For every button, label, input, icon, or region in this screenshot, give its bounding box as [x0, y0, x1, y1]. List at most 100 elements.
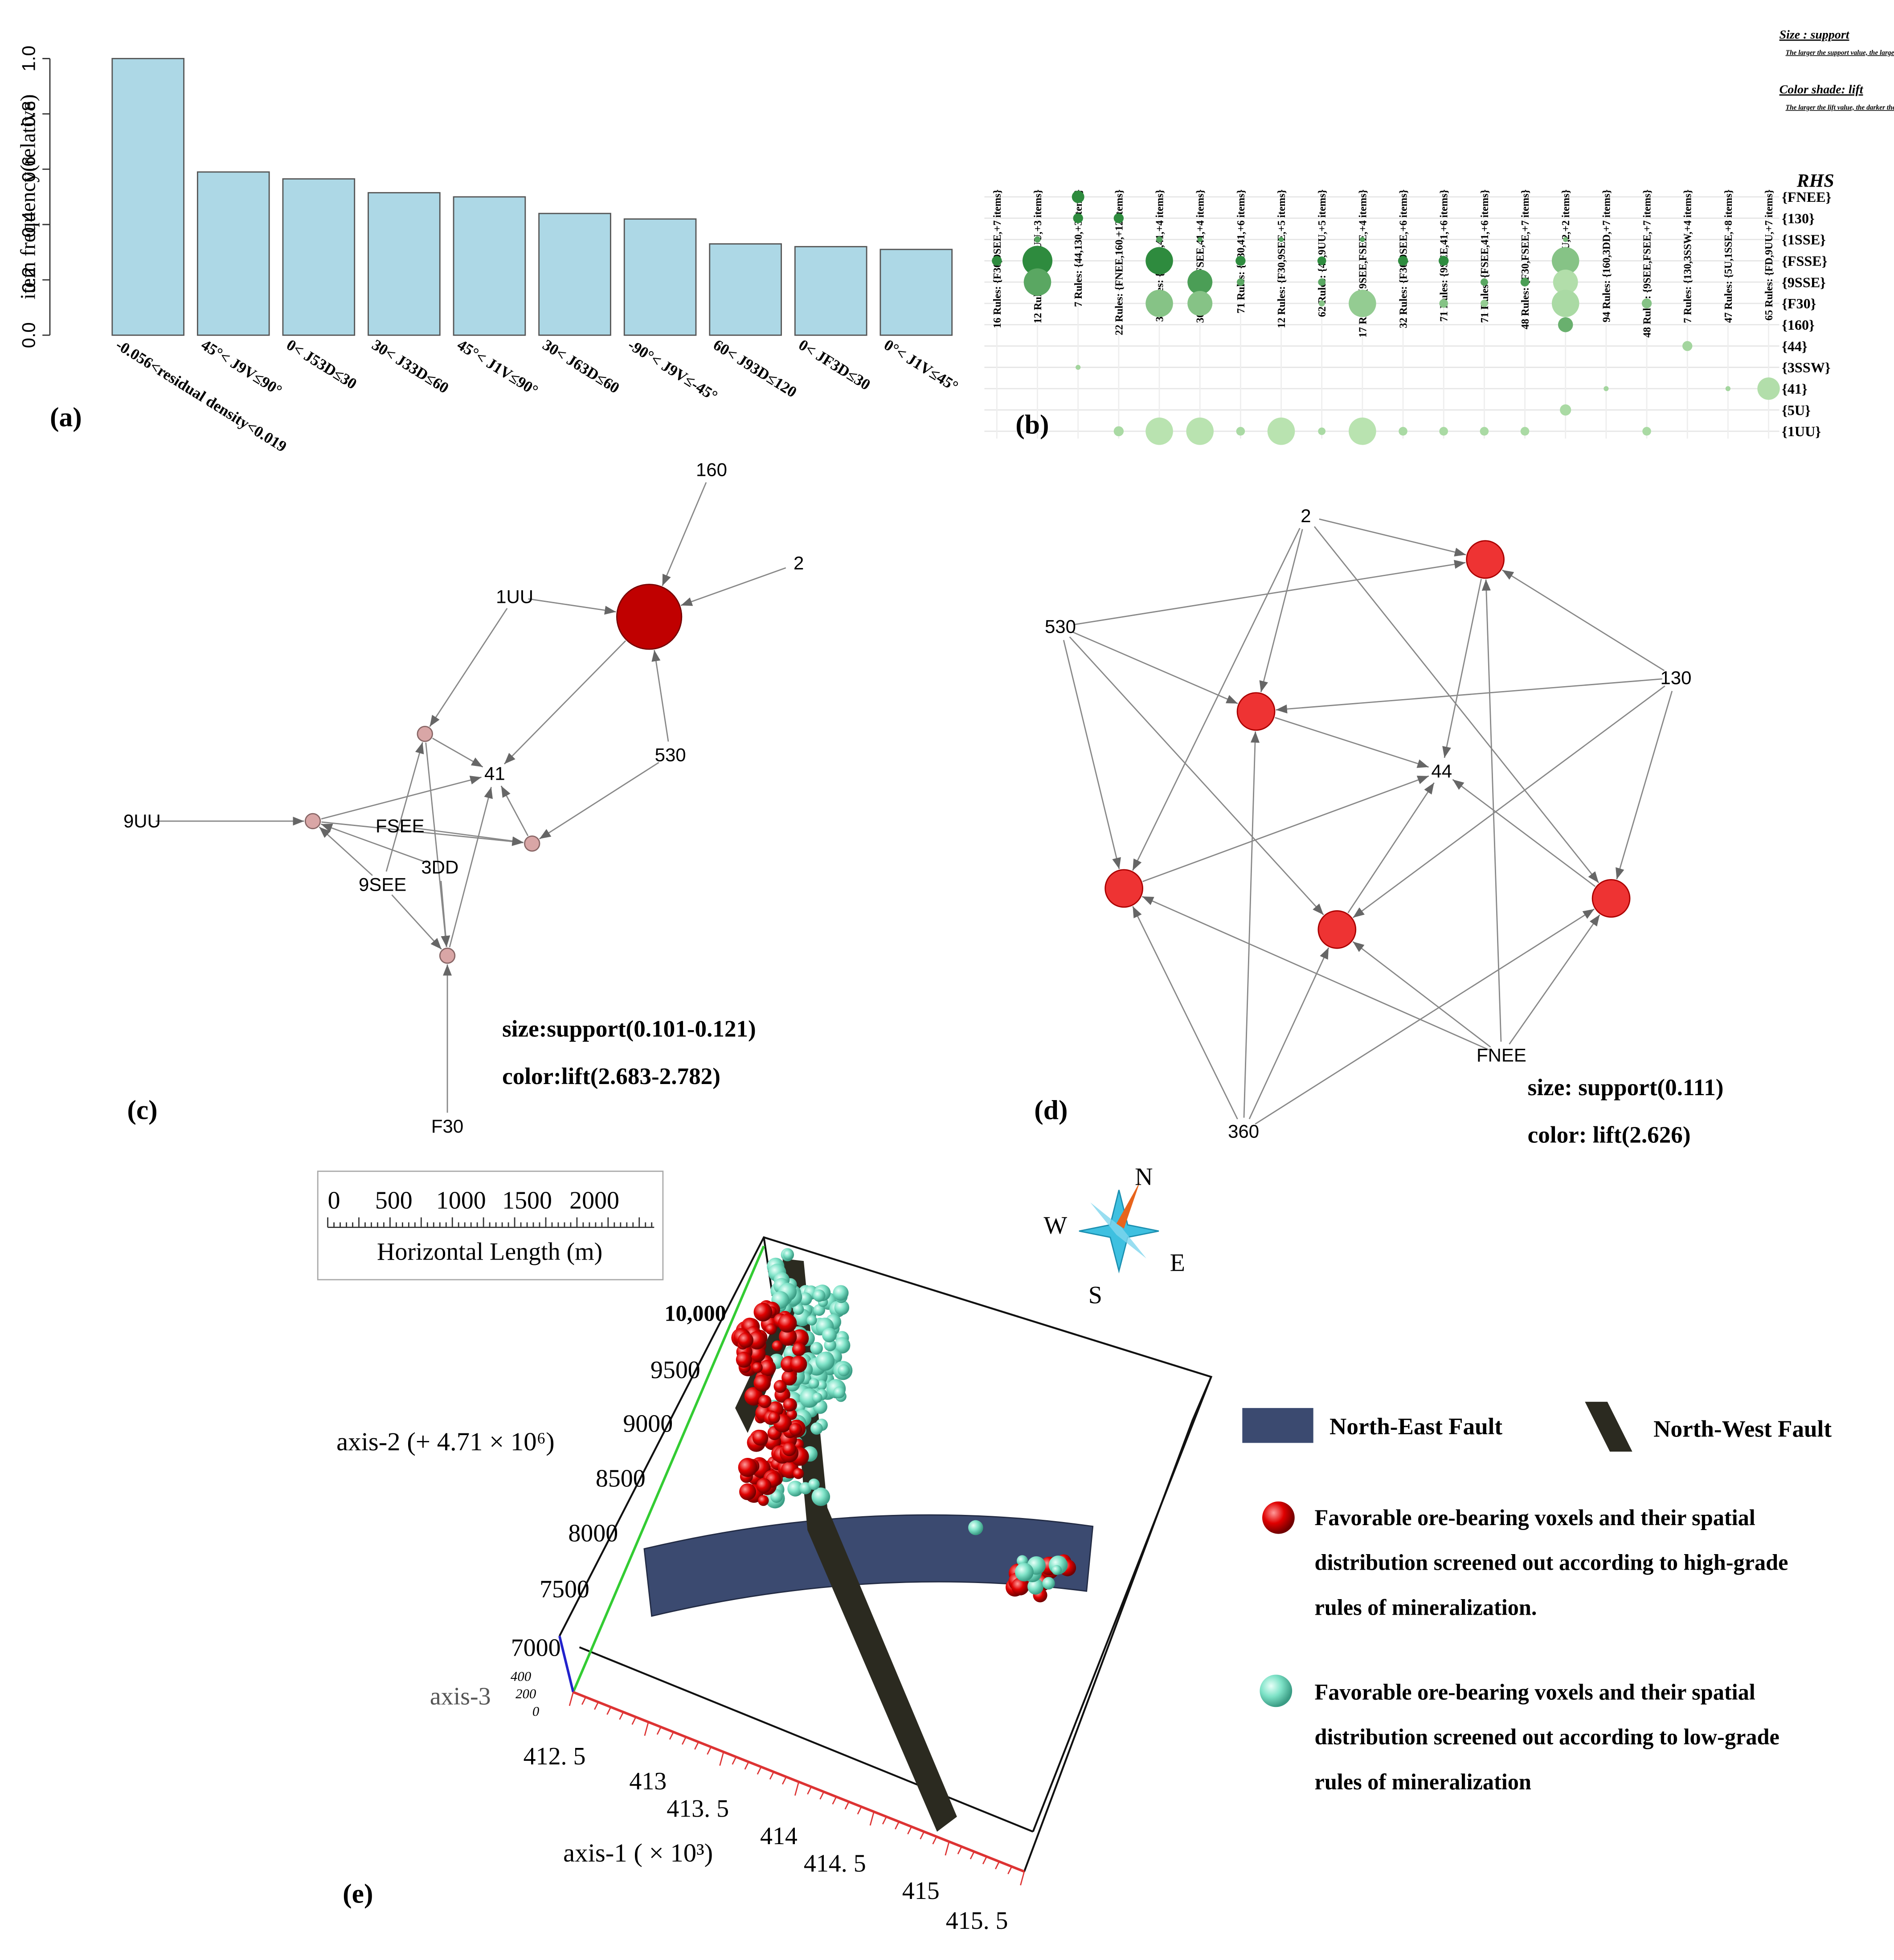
node-label: 530	[1045, 616, 1076, 637]
voxel	[752, 1429, 769, 1446]
bubble	[1349, 417, 1376, 445]
column-label: 62 Rules: {41,9UU,+5 items}	[1317, 189, 1328, 317]
edge	[391, 894, 442, 950]
edge	[500, 786, 529, 836]
voxel	[738, 1458, 757, 1477]
bubble	[1186, 417, 1214, 445]
bubble	[1439, 299, 1448, 308]
axis-1-tick-label: 414. 5	[804, 1850, 866, 1877]
node-label: 3DD	[421, 856, 458, 877]
bubble	[1145, 247, 1173, 275]
voxel	[753, 1302, 773, 1322]
legend-text: Favorable ore-bearing voxels and their s…	[1314, 1680, 1755, 1705]
node-label: 2	[794, 552, 804, 573]
legend-nw-swatch	[1585, 1402, 1632, 1452]
bubble	[992, 256, 1002, 266]
axis-1-tick	[969, 1851, 975, 1860]
bar	[709, 243, 782, 336]
edge	[1141, 896, 1489, 1051]
legend-ne-fault: North-East Fault	[1329, 1414, 1502, 1440]
axis-2-title: axis-2 (+ 4.71 × 10⁶)	[336, 1427, 555, 1456]
axis-2-tick-label: 7000	[511, 1634, 561, 1662]
panel-label: (e)	[343, 1878, 373, 1909]
voxel-clusters	[731, 1248, 1076, 1603]
edge	[1132, 906, 1238, 1120]
y-tick-label: 0.6	[18, 156, 39, 182]
axis-1-tick	[945, 1841, 950, 1856]
axis-1-tick	[932, 1836, 937, 1845]
axis-1-tick	[957, 1846, 962, 1854]
edge	[1275, 717, 1429, 768]
bar	[282, 178, 356, 336]
voxel	[758, 1495, 769, 1506]
voxel	[772, 1340, 783, 1351]
voxel	[968, 1520, 983, 1535]
rule-node	[616, 584, 683, 650]
voxel	[768, 1412, 780, 1424]
node-label: 2	[1301, 505, 1311, 526]
voxel	[824, 1339, 836, 1351]
bubble	[1072, 190, 1084, 203]
bubble	[1235, 256, 1246, 266]
voxel	[793, 1304, 804, 1315]
axis-1-tick	[681, 1736, 687, 1745]
bubble	[1034, 236, 1041, 243]
bubble	[1023, 268, 1051, 296]
voxel	[1015, 1563, 1034, 1582]
axis-1-tick	[794, 1781, 800, 1796]
scale-tick-label: 1000	[436, 1187, 486, 1215]
bubble	[1480, 427, 1489, 436]
edge	[320, 823, 427, 863]
voxel	[822, 1327, 837, 1342]
axis-2-tick-label: 9000	[623, 1410, 673, 1437]
bubble	[1725, 386, 1730, 391]
edge	[385, 742, 424, 872]
edge	[539, 762, 659, 839]
voxel	[756, 1478, 772, 1494]
x-tick-label: 0°< J1V≤45°	[881, 336, 961, 395]
voxel	[758, 1395, 772, 1408]
x-tick-label: -0.056<residual density<0.019	[113, 336, 290, 455]
voxel	[778, 1313, 797, 1333]
compass-s: S	[1088, 1281, 1102, 1309]
axis-1-tick	[569, 1692, 574, 1706]
voxel	[736, 1351, 752, 1368]
voxel	[759, 1359, 776, 1376]
bar	[623, 218, 697, 336]
bubble	[1073, 213, 1083, 223]
axis-3-line	[558, 1636, 575, 1693]
bubble	[1349, 290, 1376, 317]
row-label: {3SSW}	[1782, 360, 1830, 376]
rule-node	[1317, 910, 1357, 949]
bar	[196, 171, 270, 336]
voxel	[779, 1328, 797, 1346]
legend-text: rules of mineralization	[1314, 1769, 1531, 1794]
bubble	[1318, 427, 1326, 435]
edge	[321, 776, 482, 820]
edge	[1481, 579, 1502, 1042]
edge	[1063, 640, 1121, 869]
legend-text: color:lift(2.683-2.782)	[502, 1064, 720, 1089]
axis-1-ticks	[569, 1692, 1025, 1886]
bubble	[1318, 300, 1325, 307]
rhs-title: RHS	[1796, 171, 1834, 191]
bubble	[1551, 290, 1579, 317]
axis-1-tick	[920, 1831, 925, 1840]
axis-1-tick	[982, 1856, 987, 1865]
edge	[1142, 775, 1429, 882]
legend-low-grade-swatch	[1260, 1674, 1293, 1707]
row-label: {1SSE}	[1782, 232, 1826, 248]
edge	[503, 640, 626, 765]
y-tick-label: 0.0	[18, 322, 39, 348]
axis-3-tick-label: 200	[515, 1686, 536, 1702]
axis-2-tick-label: 8500	[596, 1465, 646, 1492]
node-label: 130	[1660, 667, 1691, 688]
legend-text: Size : support	[1779, 28, 1850, 42]
legend-text: distribution screened out according to h…	[1314, 1550, 1788, 1575]
axis-1-tick	[819, 1791, 825, 1800]
axis-1-tick	[857, 1806, 862, 1815]
x-tick-label: 0< J53D≤30	[283, 336, 360, 393]
voxel	[748, 1345, 766, 1363]
y-axis-title: item frequency(relative)	[16, 94, 40, 300]
